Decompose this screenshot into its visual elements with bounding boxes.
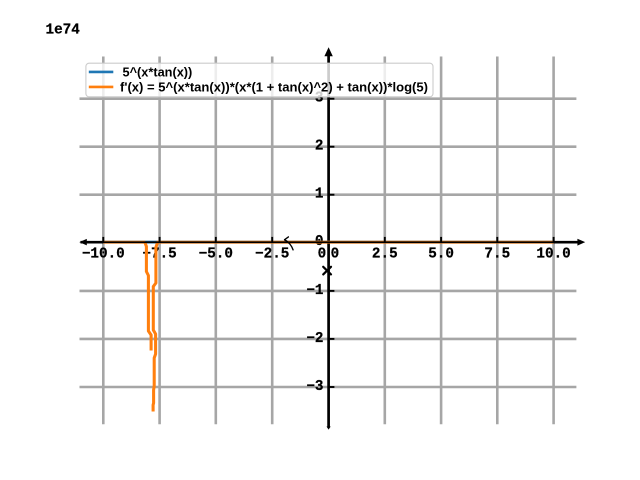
svg-text:7.5: 7.5 — [484, 247, 510, 263]
svg-text:0: 0 — [331, 247, 340, 263]
svg-text:5^(x*tan(x)): 5^(x*tan(x)) — [123, 64, 193, 79]
svg-text:−5.0: −5.0 — [199, 247, 233, 263]
svg-text:−2: −2 — [306, 331, 323, 347]
svg-text:1: 1 — [315, 187, 324, 203]
svg-text:1e74: 1e74 — [46, 23, 81, 39]
svg-text:−10.0: −10.0 — [82, 247, 125, 263]
svg-text:5.0: 5.0 — [428, 247, 454, 263]
svg-text:3: 3 — [315, 91, 324, 107]
svg-text:2: 2 — [315, 139, 324, 155]
svg-text:10.0: 10.0 — [536, 247, 570, 263]
svg-text:−3: −3 — [306, 379, 323, 395]
svg-text:f'(x) = 5^(x*tan(x))*(x*(1 + t: f'(x) = 5^(x*tan(x))*(x*(1 + tan(x)^2) +… — [120, 79, 428, 94]
svg-text:2.5: 2.5 — [372, 247, 398, 263]
svg-text:−1: −1 — [306, 283, 323, 299]
svg-text:−7.5: −7.5 — [142, 247, 176, 263]
svg-text:−2.5: −2.5 — [255, 247, 289, 263]
svg-text:0: 0 — [318, 247, 327, 263]
